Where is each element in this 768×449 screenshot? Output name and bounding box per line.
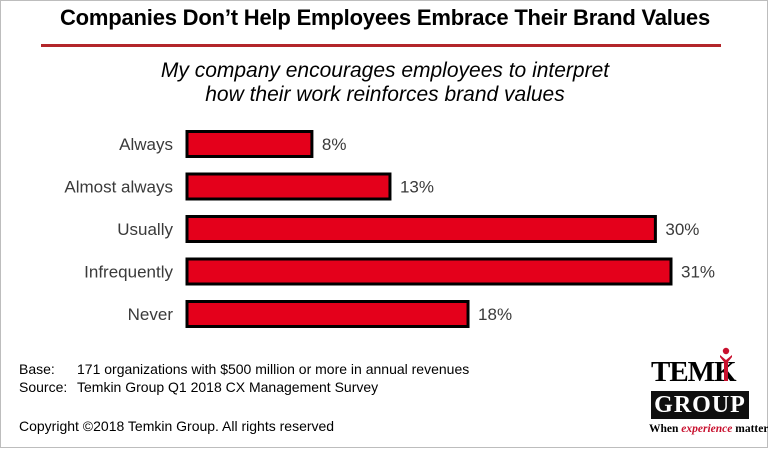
bar-infrequently <box>185 257 673 286</box>
page-title: Companies Don’t Help Employees Embrace T… <box>59 5 711 30</box>
value-label-infrequently: 31% <box>681 263 715 282</box>
footer-base: Base: 171 organizations with $500 million… <box>19 361 469 377</box>
temkin-group-logo: TEMKN GROUP When experience matters <box>647 347 768 443</box>
title-underline <box>41 44 721 47</box>
logo-wordmark-start: TEMK <box>651 356 737 388</box>
source-text: Temkin Group Q1 2018 CX Management Surve… <box>77 379 379 395</box>
logo-tagline: When experience matters <box>649 423 768 435</box>
category-label-always: Always <box>119 135 173 154</box>
person-icon <box>720 347 732 381</box>
chart-subtitle-line-1: My company encourages employees to inter… <box>160 59 610 82</box>
bar-never <box>185 300 470 328</box>
category-label-usually: Usually <box>117 220 173 239</box>
value-label-usually: 30% <box>665 220 699 239</box>
bar-always <box>185 130 314 158</box>
value-label-never: 18% <box>478 305 512 324</box>
bar-almost-always <box>185 172 392 201</box>
category-label-almost-always: Almost always <box>64 178 173 197</box>
base-label: Base: <box>19 361 55 377</box>
base-text: 171 organizations with $500 million or m… <box>77 361 470 377</box>
bar-usually <box>185 215 657 243</box>
copyright-text: Copyright ©2018 Temkin Group. All rights… <box>19 418 335 434</box>
chart-subtitle: My company encourages employees to inter… <box>1 59 768 107</box>
logo-group-band: GROUP <box>651 391 749 419</box>
tagline-prefix: When <box>649 423 682 435</box>
footer-source: Source: Temkin Group Q1 2018 CX Managemen… <box>19 379 378 395</box>
value-label-almost-always: 13% <box>400 178 434 197</box>
source-label: Source: <box>19 379 68 395</box>
category-label-never: Never <box>128 305 174 324</box>
chart-subtitle-line-2: how their work reinforces brand values <box>205 83 565 106</box>
category-label-infrequently: Infrequently <box>84 263 173 282</box>
value-label-always: 8% <box>322 135 347 154</box>
tagline-accent: experience <box>681 423 733 435</box>
tagline-suffix: matters <box>735 423 768 435</box>
